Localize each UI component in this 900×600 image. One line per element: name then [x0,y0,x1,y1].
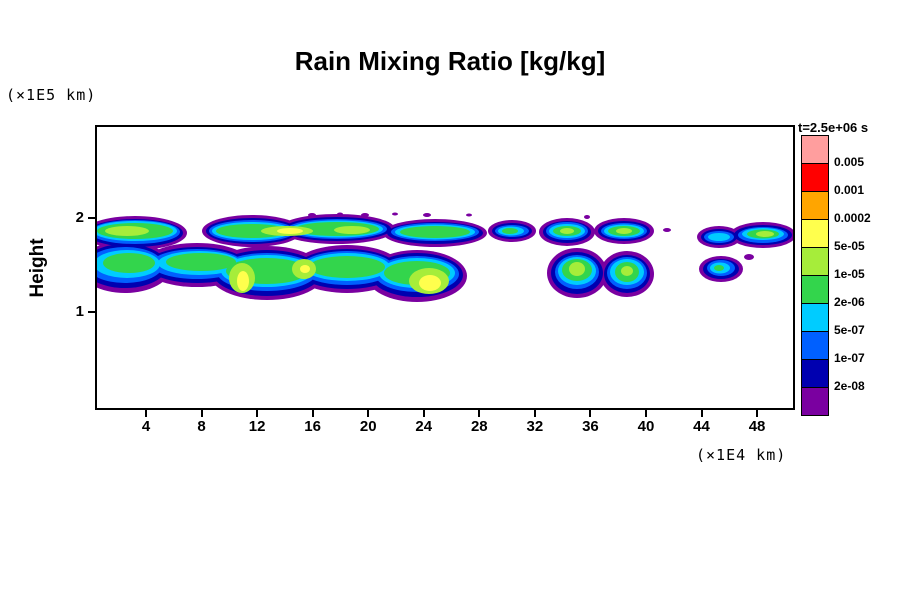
colorbar-tick-label: 1e-05 [834,267,865,281]
colorbar-tick-label: 2e-08 [834,379,865,393]
x-tick-label: 16 [304,418,321,435]
colorbar-cell [802,164,828,192]
colorbar-cell [802,192,828,220]
x-axis-unit-label: (×1E4 km) [696,446,787,464]
x-tick-label: 44 [693,418,710,435]
x-tick-label: 24 [415,418,433,435]
x-tick [589,410,592,417]
colorbar [801,135,829,416]
x-tick [422,410,425,417]
x-tick [756,410,759,417]
x-tick [478,410,481,417]
colorbar-cell [802,276,828,304]
colorbar-tick-label: 0.0002 [834,211,871,225]
colorbar-tick-label: 0.005 [834,155,865,169]
x-tick [200,410,203,417]
colorbar-cell [802,136,828,164]
contour-layer-yellow [237,228,441,291]
colorbar-tick-label: 5e-07 [834,323,865,337]
y-tick [88,217,95,219]
colorbar-cell [802,220,828,248]
x-tick-label: 36 [582,418,599,435]
x-tick [644,410,647,417]
colorbar-tick-label: 5e-05 [834,239,865,253]
x-tick-label: 8 [197,418,206,435]
chart-title: Rain Mixing Ratio [kg/kg] [294,46,606,76]
y-tick-label: 1 [75,303,84,320]
colorbar-tick-label: 2e-06 [834,295,865,309]
x-tick [533,410,536,417]
y-axis-unit-label: (×1E5 km) [6,86,97,104]
x-tick-label: 48 [748,418,766,435]
colorbar-cell [802,248,828,276]
contour-plot [97,212,793,302]
colorbar-time-annotation: t=2.5e+06 s [798,120,869,135]
colorbar-cell [802,304,828,332]
x-tick-label: 28 [470,418,488,435]
x-tick [367,410,370,417]
y-axis-title: Height [27,238,48,298]
colorbar-cell [802,388,828,415]
x-tick [311,410,314,417]
x-tick [145,410,147,417]
x-tick-label: 4 [141,418,151,435]
x-tick-label: 20 [359,418,377,435]
colorbar-tick-label: 0.001 [834,183,865,197]
contour-layer-yellowgreen [105,226,774,294]
colorbar-cell [802,332,828,360]
y-tick [88,311,95,313]
colorbar-tick-label: 1e-07 [834,351,865,365]
x-tick-label: 12 [248,418,266,435]
y-tick-label: 2 [75,209,84,226]
colorbar-cell [802,360,828,388]
plot-area [95,125,795,410]
x-tick-label: 32 [526,418,544,435]
x-tick-label: 40 [637,418,655,435]
x-tick [700,410,703,417]
x-tick [256,410,259,417]
